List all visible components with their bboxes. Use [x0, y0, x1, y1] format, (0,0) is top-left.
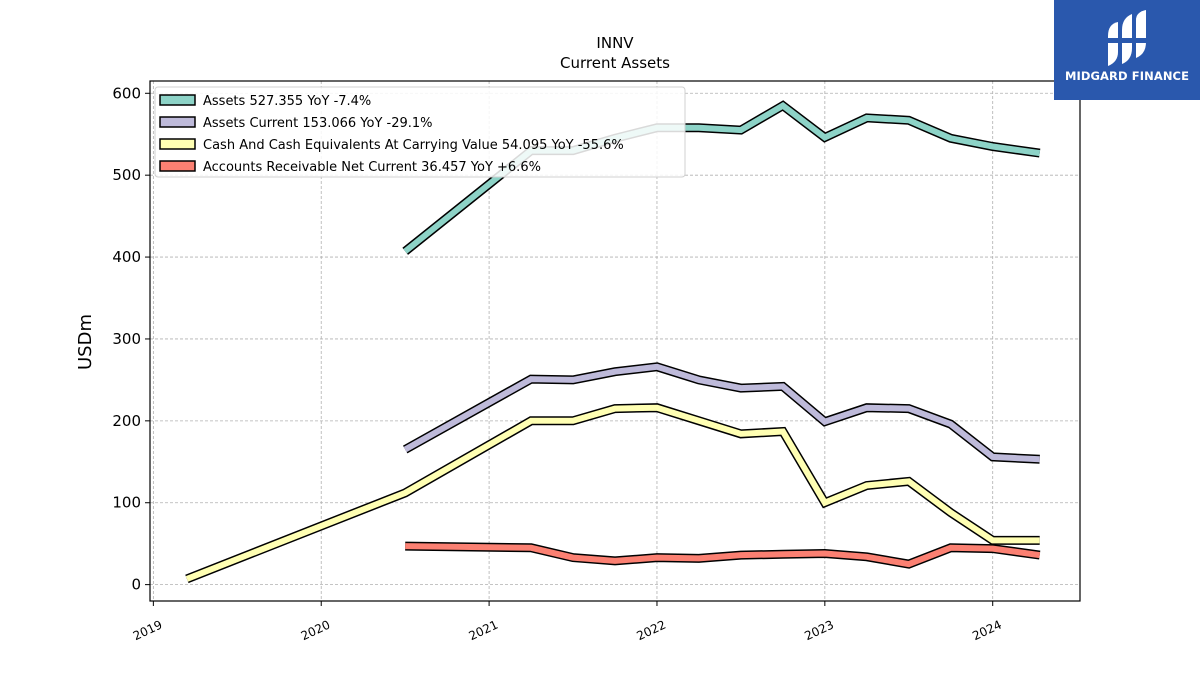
y-tick-label: 0	[131, 576, 141, 594]
x-tick-label: 2020	[299, 618, 333, 644]
y-axis-label: USDm	[75, 314, 96, 370]
x-axis: 2019 2020 2021 2022 2023 2024	[131, 601, 1004, 643]
y-axis: 0 100 200 300 400 500 600	[112, 84, 150, 594]
x-tick-label: 2023	[802, 618, 836, 644]
logo-mark-icon	[1106, 10, 1148, 66]
x-tick-label: 2024	[970, 618, 1004, 644]
legend: Assets 527.355 YoY -7.4% Assets Current 1…	[154, 86, 686, 178]
midgard-finance-logo: MIDGARD FINANCE	[1054, 0, 1200, 100]
plot-frame	[149, 80, 1081, 602]
legend-box	[154, 86, 686, 178]
legend-label: Cash And Cash Equivalents At Carrying Va…	[203, 138, 624, 153]
x-tick-label: 2021	[467, 618, 501, 644]
legend-swatch	[159, 138, 196, 150]
series-line-accounts-receivable-net-current	[405, 543, 1041, 568]
y-tick-label: 600	[112, 84, 141, 102]
legend-label: Accounts Receivable Net Current 36.457 Y…	[203, 160, 541, 175]
y-tick-label: 100	[112, 494, 141, 512]
x-tick-label: 2019	[131, 618, 165, 644]
legend-swatch	[159, 94, 196, 106]
series-line-assets-current	[403, 363, 1040, 463]
y-tick-label: 500	[112, 166, 141, 184]
series-line-cash-and-cash-equivalents-at-carrying-value	[185, 404, 1040, 582]
y-tick-label: 300	[112, 330, 141, 348]
series-outline-assets-current	[403, 362, 1040, 464]
chart-subtitle: Current Assets	[560, 54, 670, 72]
legend-swatch	[159, 116, 196, 128]
logo-text: MIDGARD FINANCE	[1064, 69, 1190, 83]
chart-title: INNV	[596, 34, 634, 52]
legend-label: Assets Current 153.066 YoY -29.1%	[203, 116, 433, 131]
series-outline-cash-and-cash-equivalents-at-carrying-value	[185, 403, 1040, 584]
y-tick-label: 200	[112, 412, 141, 430]
legend-swatch	[159, 160, 196, 172]
legend-label: Assets 527.355 YoY -7.4%	[203, 94, 371, 109]
y-tick-label: 400	[112, 248, 141, 266]
x-tick-label: 2022	[634, 618, 668, 644]
